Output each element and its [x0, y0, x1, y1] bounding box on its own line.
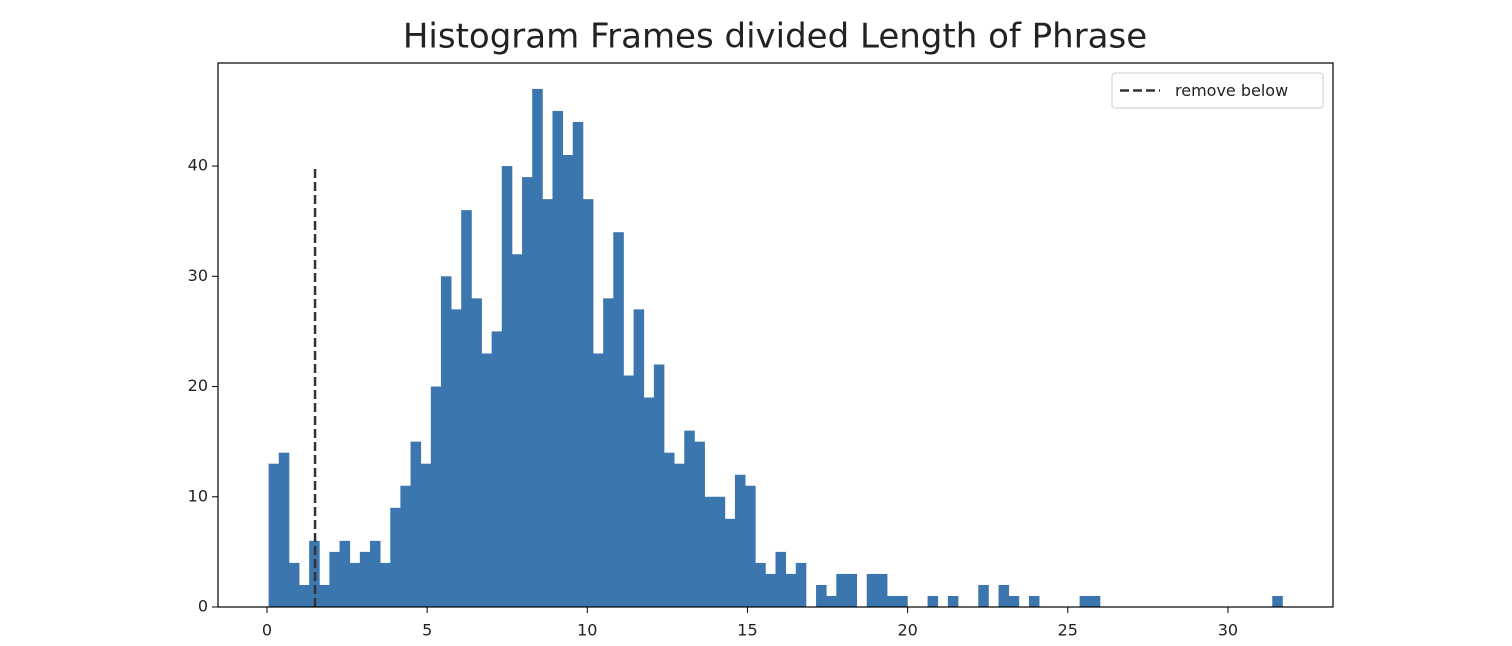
bar [440, 276, 452, 607]
bar [755, 562, 766, 607]
bar [866, 573, 878, 607]
x-tick-label: 30 [1218, 621, 1238, 640]
bar [461, 210, 472, 608]
y-tick-label: 10 [188, 486, 208, 505]
y-tick-label: 40 [188, 156, 208, 175]
bar [268, 463, 280, 607]
bar [724, 518, 736, 607]
bar [998, 584, 1010, 607]
bar [420, 463, 432, 607]
plot-frame [217, 62, 1334, 608]
bar [359, 551, 371, 607]
bar [410, 441, 422, 607]
bar [603, 298, 614, 607]
x-tick-label: 25 [1058, 621, 1078, 640]
bar [694, 441, 705, 607]
bar [593, 353, 604, 607]
bar [785, 573, 797, 607]
bar [390, 507, 401, 607]
bar [714, 496, 726, 607]
bar [674, 463, 685, 607]
chart-title: Histogram Frames divided Length of Phras… [403, 17, 1147, 57]
bar [623, 375, 634, 607]
x-tick-label: 0 [262, 621, 272, 640]
bar [684, 430, 695, 607]
bar [816, 584, 827, 607]
bar [552, 110, 564, 608]
bar [572, 121, 584, 607]
bar [349, 562, 361, 607]
bar [491, 331, 503, 607]
bar [876, 573, 888, 607]
bar [339, 540, 351, 607]
bar [1008, 595, 1020, 607]
bar [826, 595, 837, 607]
bar [400, 485, 411, 607]
bar [319, 584, 330, 607]
bar [288, 562, 300, 607]
bar [1079, 595, 1091, 607]
bar [704, 496, 716, 607]
x-tick-label: 5 [422, 621, 432, 640]
x-tick-label: 10 [577, 621, 597, 640]
bar [836, 573, 847, 607]
bar [511, 254, 523, 607]
bar [501, 166, 513, 608]
bar [846, 573, 858, 607]
bar [430, 386, 442, 607]
legend-box [1111, 72, 1324, 109]
bar [1028, 595, 1040, 607]
bar [278, 452, 290, 607]
bar [1089, 595, 1101, 607]
bar [947, 595, 959, 607]
bar [532, 88, 543, 607]
y-tick-label: 30 [188, 266, 208, 285]
bar [1272, 595, 1283, 607]
bar [978, 584, 989, 607]
bar [522, 177, 533, 607]
legend-label: remove below [1175, 81, 1288, 100]
bar [369, 540, 381, 607]
bar [643, 397, 655, 607]
bar [451, 309, 462, 607]
x-tick-label: 15 [737, 621, 757, 640]
bar [795, 562, 807, 607]
bar [299, 584, 310, 607]
x-tick-label: 20 [897, 621, 917, 640]
bar [897, 595, 908, 607]
bar [613, 232, 624, 607]
bar [542, 199, 553, 607]
bar [481, 353, 493, 607]
bar [765, 573, 776, 607]
y-tick-label: 20 [188, 376, 208, 395]
bar [633, 309, 645, 607]
y-tick-label: 0 [198, 597, 208, 616]
bar [471, 298, 482, 607]
bar [775, 551, 787, 607]
bar [663, 452, 675, 607]
bar [653, 364, 665, 607]
bar [745, 485, 756, 607]
bar [562, 155, 574, 607]
bar [927, 595, 939, 607]
bar [887, 595, 898, 607]
bar [582, 199, 594, 607]
bar [329, 551, 340, 607]
bar [380, 562, 391, 607]
bar [734, 474, 746, 607]
